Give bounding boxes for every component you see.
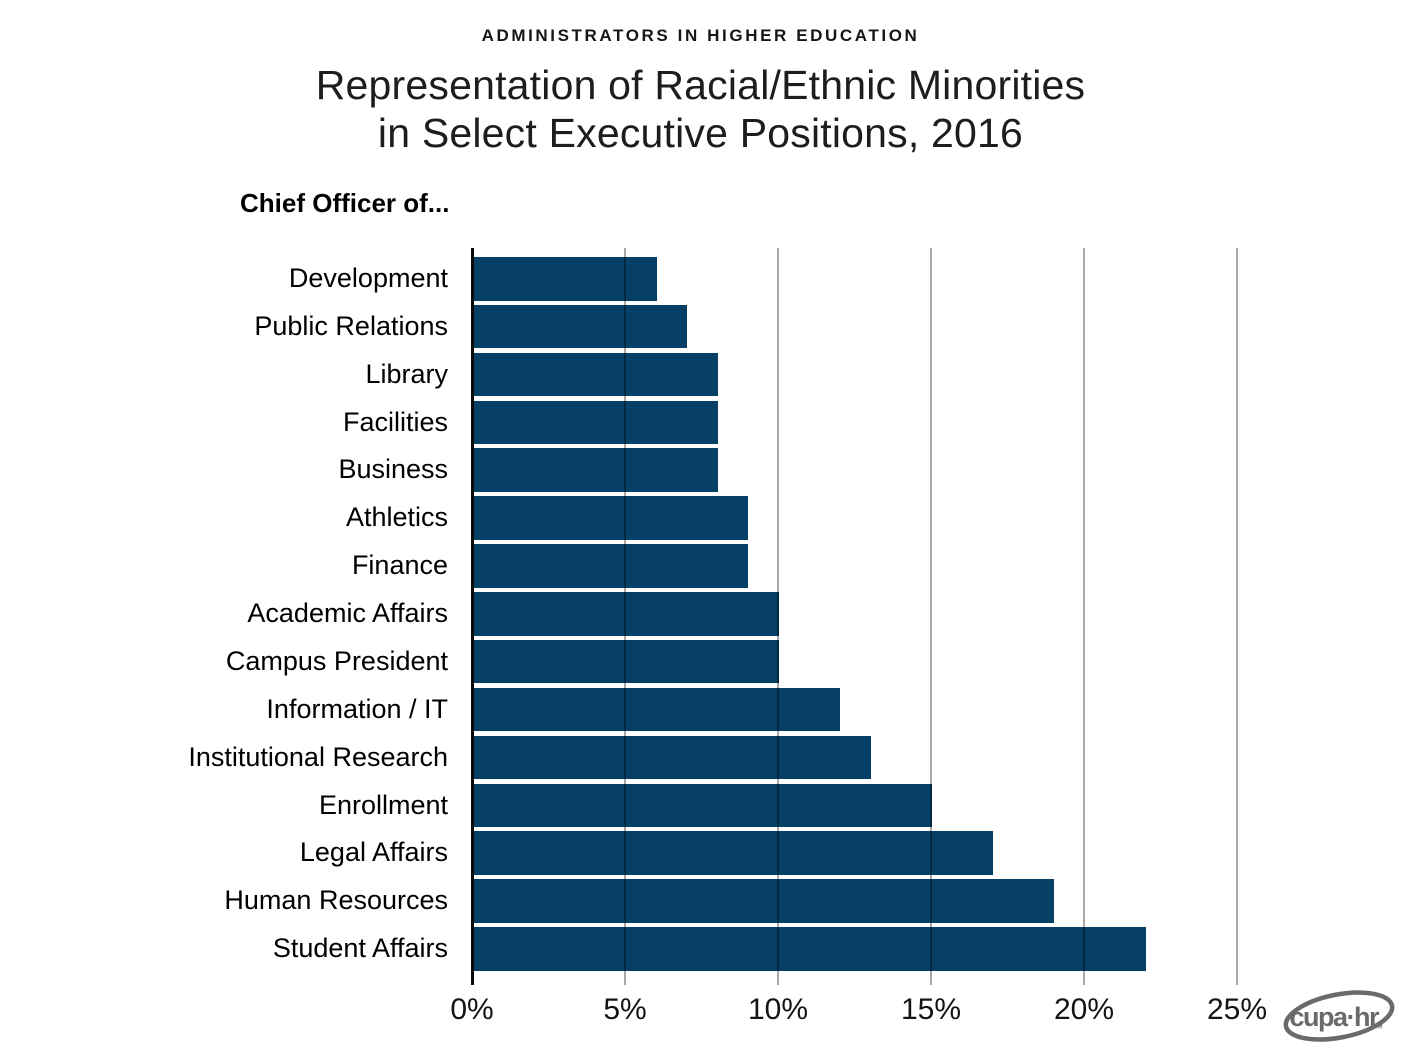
logo-swoosh [1283, 990, 1395, 1042]
plot-area [471, 248, 1238, 985]
bar-development [473, 257, 657, 301]
gridline-5 [624, 248, 626, 985]
bar-legal-affairs [473, 831, 994, 875]
bar-information-it [473, 687, 841, 732]
bar-library [473, 352, 718, 397]
category-label: Legal Affairs [299, 837, 448, 868]
x-tick-label: 20% [1053, 993, 1115, 1026]
x-tick-label: 0% [450, 993, 494, 1026]
category-label: Library [365, 358, 448, 389]
category-label: Business [338, 454, 448, 485]
chart-title-line1: Representation of Racial/Ethnic Minoriti… [315, 62, 1086, 108]
gridline-20 [1083, 248, 1085, 985]
gridline-15 [930, 248, 932, 985]
x-tick-label: 10% [747, 993, 809, 1026]
x-tick-label: 25% [1206, 993, 1268, 1026]
bar-public-relations [473, 304, 688, 349]
bar-campus-president [473, 639, 779, 684]
bar-athletics [473, 496, 749, 540]
kicker-text: ADMINISTRATORS IN HIGHER EDUCATION [481, 26, 920, 45]
bar-facilities [473, 400, 718, 445]
x-tick-label: 15% [900, 993, 962, 1026]
category-label: Human Resources [224, 885, 448, 916]
logo-tm: ™ [1374, 1023, 1383, 1033]
category-label: Student Affairs [272, 933, 448, 964]
bar-finance [473, 544, 749, 588]
gridline-10 [777, 248, 779, 985]
category-label: Academic Affairs [247, 598, 448, 629]
bar-institutional-research [473, 735, 871, 780]
chart-title-line2: in Select Executive Positions, 2016 [377, 110, 1024, 157]
category-label: Public Relations [254, 310, 448, 341]
category-label: Enrollment [318, 789, 448, 820]
chart-title: Representation of Racial/Ethnic Minoriti… [0, 61, 1401, 158]
cupa-hr-logo: cupa·hr. ™ [1283, 990, 1395, 1042]
y-axis-line [471, 248, 474, 985]
category-label: Athletics [345, 502, 448, 533]
category-label: Finance [351, 550, 448, 581]
bar-academic-affairs [473, 592, 779, 636]
bar-student-affairs [473, 927, 1147, 971]
bar-human-resources [473, 879, 1055, 923]
axis-group-title: Chief Officer of... [240, 188, 450, 218]
category-label: Information / IT [266, 693, 448, 724]
category-label: Development [288, 263, 448, 293]
category-label: Campus President [225, 645, 448, 676]
x-tick-label: 5% [603, 993, 647, 1026]
category-label: Facilities [342, 406, 448, 437]
bar-enrollment [473, 783, 932, 828]
category-label: Institutional Research [188, 741, 448, 772]
gridline-25 [1236, 248, 1238, 985]
bar-business [473, 448, 718, 492]
category-labels: Development Public Relations Library Facili… [0, 248, 448, 985]
logo-text: cupa·hr. [1289, 1002, 1382, 1032]
